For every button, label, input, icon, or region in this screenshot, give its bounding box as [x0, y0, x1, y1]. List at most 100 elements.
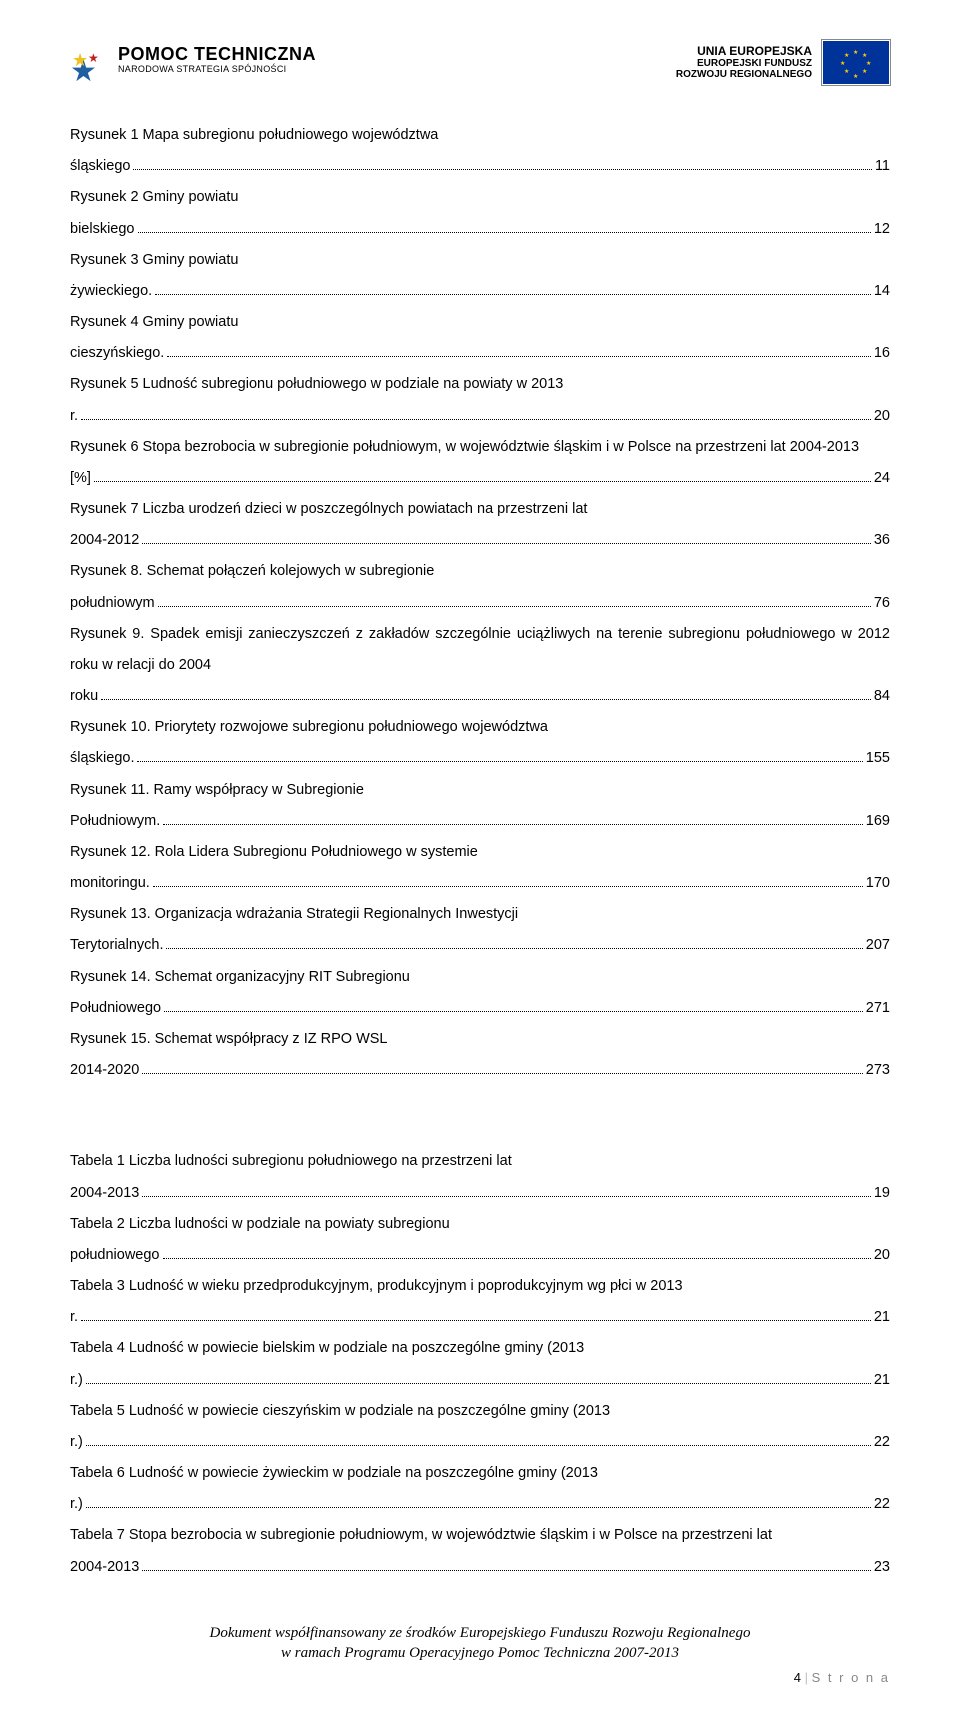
toc-page: 11 [875, 151, 890, 182]
logo-pomoc-techniczna: ★ ★ ★ POMOC TECHNICZNA NARODOWA STRATEGI… [70, 40, 316, 80]
toc-entry: monitoringu. 170 [70, 868, 890, 899]
toc-dots [94, 481, 871, 482]
toc-dots [153, 886, 863, 887]
logo-left-title: POMOC TECHNICZNA [118, 45, 316, 65]
toc-label: Rysunek 7 Liczba urodzeń dzieci w poszcz… [70, 501, 587, 517]
toc-label-tail: monitoringu. [70, 868, 150, 899]
toc-label: Rysunek 4 Gminy powiatu [70, 314, 238, 330]
toc-dots [81, 419, 871, 420]
toc-entry: 2004-201323 [70, 1552, 890, 1583]
toc-page: 12 [874, 214, 890, 245]
toc-dots [142, 1073, 862, 1074]
toc-label: Rysunek 8. Schemat połączeń kolejowych w… [70, 563, 434, 579]
toc-dots [138, 232, 871, 233]
toc-label-tail: południowego [70, 1240, 160, 1271]
toc-page: 271 [866, 993, 890, 1024]
toc-label: Tabela 1 Liczba ludności subregionu połu… [70, 1153, 512, 1169]
toc-entry: cieszyńskiego. 16 [70, 338, 890, 369]
toc-label: Tabela 7 Stopa bezrobocia w subregionie … [70, 1527, 772, 1543]
toc-page: 169 [866, 806, 890, 837]
toc-label: Rysunek 10. Priorytety rozwojowe subregi… [70, 719, 548, 735]
toc-label: Tabela 5 Ludność w powiecie cieszyńskim … [70, 1403, 610, 1419]
toc-entry: roku 84 [70, 681, 890, 712]
logo-right-text: UNIA EUROPEJSKA EUROPEJSKI FUNDUSZ ROZWO… [676, 45, 812, 80]
toc-dots [158, 606, 871, 607]
document-footer: Dokument współfinansowany ze środków Eur… [70, 1623, 890, 1687]
toc-page: 14 [874, 276, 890, 307]
toc-label-tail: 2014-2020 [70, 1055, 139, 1086]
toc-label: Rysunek 13. Organizacja wdrażania Strate… [70, 906, 518, 922]
toc-label: Tabela 3 Ludność w wieku przedprodukcyjn… [70, 1278, 683, 1294]
logo-right-line2: EUROPEJSKI FUNDUSZ [676, 58, 812, 69]
toc-entry: r.)21 [70, 1365, 890, 1396]
toc-entry: południowego 20 [70, 1240, 890, 1271]
toc-label-tail: żywieckiego. [70, 276, 152, 307]
toc-label-tail: 2004-2012 [70, 525, 139, 556]
toc-dots [86, 1445, 871, 1446]
page-number: 4 | S t r o n a [70, 1669, 890, 1687]
toc-page: 24 [874, 463, 890, 494]
toc-dots [166, 948, 862, 949]
toc-dots [163, 1258, 871, 1259]
toc-label-tail: Terytorialnych. [70, 930, 163, 961]
logo-left-subtitle: NARODOWA STRATEGIA SPÓJNOŚCI [118, 65, 316, 75]
toc-label: Rysunek 5 Ludność subregionu południoweg… [70, 376, 563, 392]
toc-entry: śląskiego 11 [70, 151, 890, 182]
toc-label-tail: roku [70, 681, 98, 712]
toc-entry: południowym76 [70, 588, 890, 619]
toc-entry: Terytorialnych. 207 [70, 930, 890, 961]
toc-dots [86, 1383, 871, 1384]
toc-page: 207 [866, 930, 890, 961]
toc-entry: Południowego 271 [70, 993, 890, 1024]
tables-list: Tabela 1 Liczba ludności subregionu połu… [70, 1146, 890, 1582]
logo-left-text: POMOC TECHNICZNA NARODOWA STRATEGIA SPÓJ… [118, 45, 316, 75]
footer-line1: Dokument współfinansowany ze środków Eur… [70, 1623, 890, 1643]
toc-entry: 2014-2020 273 [70, 1055, 890, 1086]
toc-label-tail: [%] [70, 463, 91, 494]
page-number-value: 4 [794, 1670, 801, 1685]
toc-label-tail: 2004-2013 [70, 1178, 139, 1209]
toc-dots [155, 294, 871, 295]
toc-page: 20 [874, 401, 890, 432]
toc-entry: 2004-201236 [70, 525, 890, 556]
toc-dots [142, 1570, 871, 1571]
toc-page: 273 [866, 1055, 890, 1086]
toc-label-tail: r.) [70, 1427, 83, 1458]
toc-page: 155 [866, 743, 890, 774]
logo-right-line3: ROZWOJU REGIONALNEGO [676, 69, 812, 80]
toc-label: Rysunek 11. Ramy współpracy w Subregioni… [70, 782, 364, 798]
toc-label-tail: bielskiego [70, 214, 135, 245]
toc-label-tail: śląskiego [70, 151, 130, 182]
toc-entry: 2004-201319 [70, 1178, 890, 1209]
toc-label: Tabela 6 Ludność w powiecie żywieckim w … [70, 1465, 598, 1481]
toc-label-tail: 2004-2013 [70, 1552, 139, 1583]
logo-right-line1: UNIA EUROPEJSKA [676, 45, 812, 58]
toc-label: Rysunek 1 Mapa subregionu południowego w… [70, 127, 438, 143]
toc-entry: bielskiego 12 [70, 214, 890, 245]
toc-dots [101, 699, 871, 700]
toc-label: Rysunek 9. Spadek emisji zanieczyszczeń … [70, 626, 890, 673]
toc-entry: r.)22 [70, 1489, 890, 1520]
toc-dots [167, 356, 871, 357]
toc-page: 84 [874, 681, 890, 712]
toc-label: Rysunek 12. Rola Lidera Subregionu Połud… [70, 844, 478, 860]
toc-dots [164, 1011, 863, 1012]
toc-label-tail: r. [70, 401, 78, 432]
toc-label-tail: Południowego [70, 993, 161, 1024]
toc-entry: r.)22 [70, 1427, 890, 1458]
toc-content: Rysunek 1 Mapa subregionu południowego w… [70, 120, 890, 1583]
eu-flag-icon: ★ ★ ★ ★ ★ ★ ★ ★ [822, 40, 890, 85]
toc-page: 170 [866, 868, 890, 899]
toc-page: 16 [874, 338, 890, 369]
toc-label-tail: r.) [70, 1365, 83, 1396]
toc-entry: żywieckiego. 14 [70, 276, 890, 307]
footer-line2: w ramach Programu Operacyjnego Pomoc Tec… [70, 1643, 890, 1663]
toc-entry: Południowym.169 [70, 806, 890, 837]
toc-label: Rysunek 6 Stopa bezrobocia w subregionie… [70, 439, 859, 455]
toc-label-tail: r.) [70, 1489, 83, 1520]
toc-label-tail: śląskiego. [70, 743, 134, 774]
toc-dots [133, 169, 871, 170]
toc-entry: r. 20 [70, 401, 890, 432]
toc-page: 20 [874, 1240, 890, 1271]
toc-label-tail: cieszyńskiego. [70, 338, 164, 369]
